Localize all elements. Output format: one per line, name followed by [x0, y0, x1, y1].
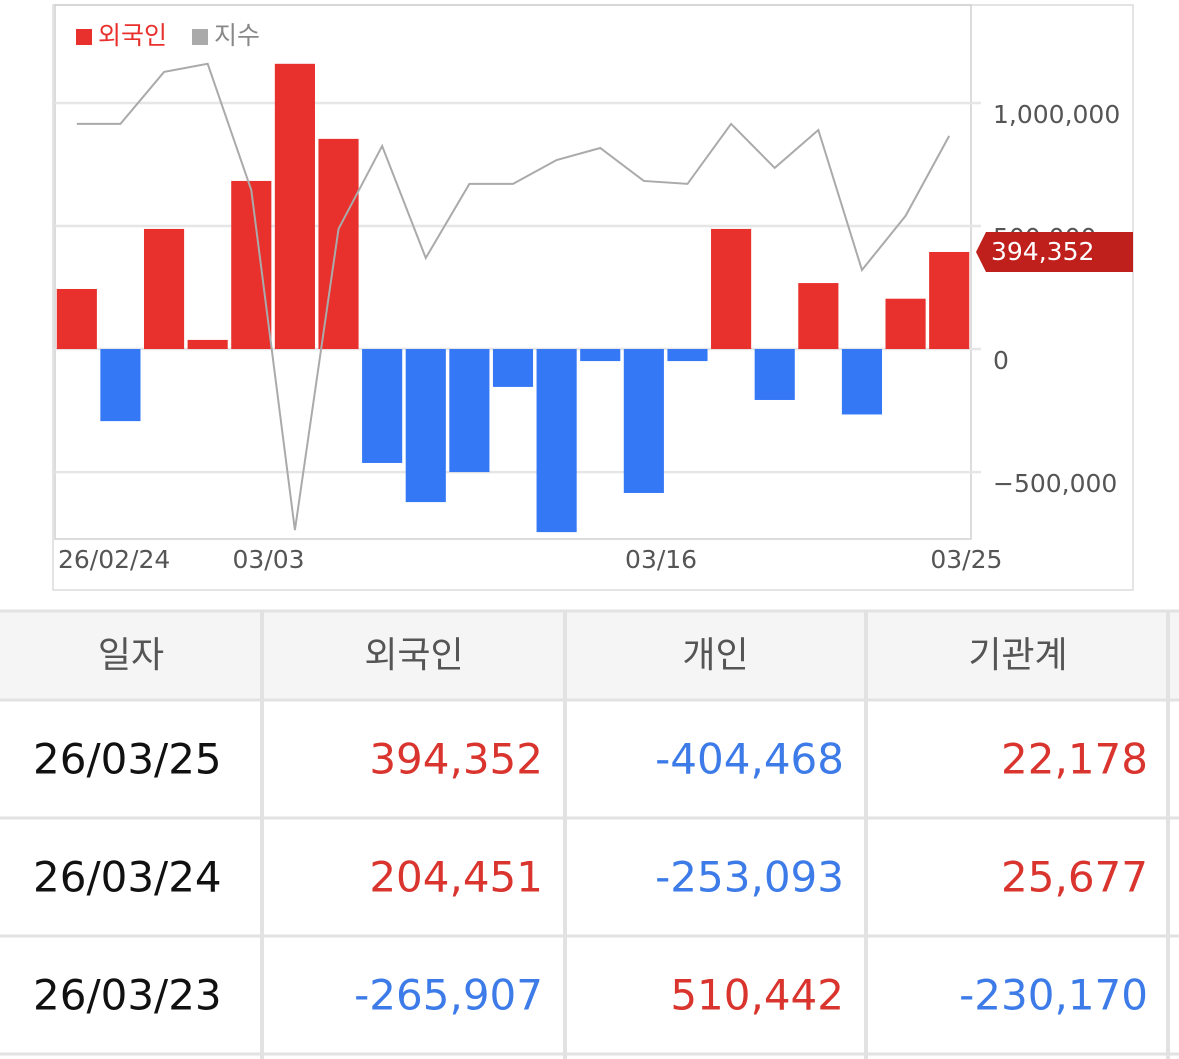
plot-area [54, 4, 972, 540]
legend-label: 외국인 [98, 21, 167, 50]
bar [667, 349, 708, 362]
value-cell: 394,352 [369, 735, 543, 784]
value-cell: -404,468 [655, 735, 844, 784]
bar [841, 349, 883, 415]
value-cell: 25,677 [1001, 853, 1148, 902]
bar [100, 349, 141, 422]
bar [362, 349, 403, 463]
bar [580, 349, 621, 362]
legend-swatch [192, 29, 208, 45]
bar [929, 251, 970, 350]
index-line [76, 62, 951, 531]
legend-label: 지수 [214, 21, 260, 50]
bar [798, 283, 839, 350]
bar [318, 138, 359, 350]
bar [623, 349, 664, 493]
y-tick-label: 0 [993, 346, 1009, 375]
column-header: 개인 [682, 635, 748, 676]
value-cell: -253,093 [655, 853, 844, 902]
bar [536, 349, 577, 533]
column-header: 기관계 [968, 635, 1067, 676]
bar [187, 339, 228, 350]
bar [231, 180, 272, 350]
value-callout-label: 394,352 [991, 237, 1094, 266]
date-cell: 26/03/23 [33, 971, 222, 1020]
date-cell: 26/03/24 [33, 853, 222, 902]
bar [56, 288, 97, 350]
bar [711, 228, 752, 350]
y-tick-label: −500,000 [993, 469, 1117, 498]
x-tick-label: 26/02/24 [58, 545, 170, 574]
y-tick-label: 1,000,000 [993, 100, 1120, 129]
value-cell: 510,442 [670, 971, 844, 1020]
bar [492, 349, 534, 387]
x-tick-label: 03/16 [625, 545, 697, 574]
x-tick-label: 03/25 [930, 545, 1002, 574]
table-header-bg [0, 611, 1179, 700]
date-cell: 26/03/25 [33, 735, 222, 784]
value-cell: 204,451 [369, 853, 543, 902]
bar [405, 349, 446, 503]
value-cell: -230,170 [959, 971, 1148, 1020]
chart: −500,0000500,0001,000,00026/02/2403/0303… [55, 21, 1133, 574]
bar [143, 228, 185, 350]
table: 일자 외국인 개인 기관계 26/03/25 394,352 -404,468 22,178 2… [0, 609, 1179, 1059]
bar [449, 349, 490, 473]
bar [754, 349, 795, 400]
bar [885, 298, 926, 350]
value-callout [976, 231, 1133, 272]
value-cell: -265,907 [354, 971, 543, 1020]
x-tick-label: 03/03 [232, 545, 304, 574]
legend-swatch [76, 29, 92, 45]
bar [274, 63, 315, 350]
column-header: 외국인 [364, 635, 463, 676]
value-cell: 22,178 [1001, 735, 1148, 784]
column-header: 일자 [98, 635, 164, 676]
